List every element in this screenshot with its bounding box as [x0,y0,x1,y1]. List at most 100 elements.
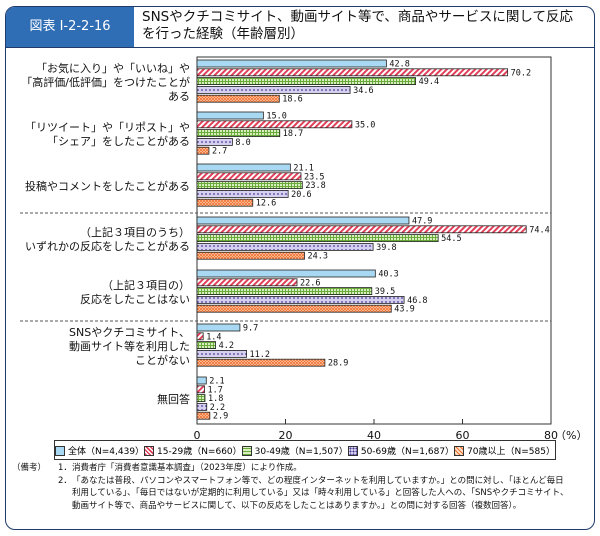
data-label: 23.8 [305,181,325,191]
bar [196,295,405,304]
bar [196,234,439,243]
legend-label: 全体（N=4,439） [68,446,145,457]
bar [196,59,387,68]
data-label: 12.6 [256,199,276,209]
x-tick-label: 80 [544,429,558,440]
legend: 全体（N=4,439） 15-29歳（N=660） 30-49歳（N=1,507） 5… [54,440,556,460]
data-label: 54.5 [441,234,461,244]
category-label: ある [168,90,190,103]
data-label: 39.5 [375,287,395,297]
legend-item: 30-49歳（N=1,507） [241,444,348,457]
data-label: 39.8 [376,243,396,253]
data-label: 35.0 [355,120,375,130]
figure-frame: 図表 I-2-2-16 SNSやクチコミサイト、動画サイト等で、商品やサービスに… [5,6,595,530]
category-label: 動画サイト等を利用した [69,339,190,353]
category-label: 「リツイート」や「リポスト」や [25,121,190,134]
data-label: 2.1 [209,377,224,387]
data-label: 21.1 [293,164,313,174]
bar [196,225,527,234]
data-label: 47.9 [412,217,432,227]
bar [196,287,373,296]
bar [196,198,254,207]
bar [196,216,410,225]
data-label: 4.2 [219,341,234,351]
data-label: 46.8 [407,296,427,306]
bar [196,323,241,332]
category-label: 投稿やコメントをしたことがある [25,179,190,193]
data-label: 42.8 [389,60,409,70]
figure-number: 図表 I-2-2-16 [6,7,134,47]
note-line: （備考） 1． 消費者庁「消費者意識基本調査」（2023年度）により作成。 [12,463,302,473]
note-line: 2． 「あなたは普段、パソコンやスマートフォン等で、どの程度インターネットを利用し… [58,475,564,486]
figure-title: SNSやクチコミサイト、動画サイト等で、商品やサービスに関して反応を行った経験（… [142,9,574,42]
x-tick-label: 20 [279,429,293,440]
bar [196,120,353,129]
bar [196,304,392,313]
data-label: 28.9 [328,359,348,369]
bar-chart: 42.8 70.2 49.4 34.6 18.6 「お気に入り」や「いいね」や「高評価/低… [20,56,587,440]
data-label: 9.7 [243,324,258,334]
data-label: 18.7 [283,129,303,139]
bar [196,394,206,403]
bar [196,94,280,103]
bar [196,189,289,198]
data-label: 74.4 [529,225,549,235]
data-label: 40.3 [378,270,398,280]
bar [196,402,208,411]
bar [196,278,298,287]
data-label: 22.6 [300,278,320,288]
category-label: いずれかの反応をしたことがある [25,239,190,253]
bar [196,181,303,190]
legend-item: 50-69歳（N=1,687） [347,444,455,457]
data-label: 2.9 [213,412,228,422]
legend-swatch [454,446,465,456]
data-label: 8.0 [235,138,250,148]
bar [196,385,205,394]
legend-label: 50-69歳（N=1,687） [360,446,455,457]
bar [196,242,374,251]
bar [196,358,326,367]
category-label: 「シェア」をしたことがある [47,134,190,148]
bar [196,341,216,350]
bar [196,172,302,181]
category-label: ことがない [135,353,190,367]
x-tick-label: 40 [367,429,381,440]
legend-label: 70歳以上（N=585） [467,446,555,457]
bar [196,376,207,385]
bar [196,349,247,358]
figure-header: 図表 I-2-2-16 SNSやクチコミサイト、動画サイト等で、商品やサービスに… [6,7,594,48]
data-label: 1.8 [208,394,223,404]
legend-item: 15-29歳（N=660） [144,444,242,457]
legend-label: 30-49歳（N=1,507） [254,446,348,457]
legend-swatch [55,446,65,456]
bar [196,86,351,94]
category-label: 「お気に入り」や「いいね」や [36,61,190,75]
category-label: SNSやクチコミサイト、 [69,326,190,339]
data-label: 11.2 [250,350,270,360]
category-label: 反応をしたことはない [80,292,190,306]
data-label: 70.2 [511,68,531,78]
data-label: 20.6 [291,190,311,200]
data-label: 1.7 [208,385,223,395]
legend-item: 全体（N=4,439） [55,444,144,457]
category-label: （上記３項目の） [102,278,190,292]
legend-swatch [241,446,252,456]
data-label: 15.0 [266,112,286,122]
bar [196,111,264,120]
legend-label: 15-29歳（N=660） [157,446,242,457]
data-label: 18.6 [282,95,302,105]
bar [196,411,211,420]
category-label: 無回答 [157,392,190,406]
data-label: 49.4 [419,77,439,87]
data-label: 34.6 [353,86,373,96]
note-line: 利用している」、「毎日ではないが定期的に利用している」又は「時々利用している」と… [72,488,569,498]
data-label: 2.2 [210,403,225,413]
note-line: 動画サイト等で、商品やサービスに関して、以下の反応をしたことはありますか。」との… [72,500,522,511]
bar [196,137,233,146]
category-label: （上記３項目のうち） [80,225,190,239]
x-unit: （%） [555,429,587,440]
bar [196,68,509,77]
bar [196,146,210,155]
bar [196,163,291,172]
data-label: 24.3 [308,252,328,262]
